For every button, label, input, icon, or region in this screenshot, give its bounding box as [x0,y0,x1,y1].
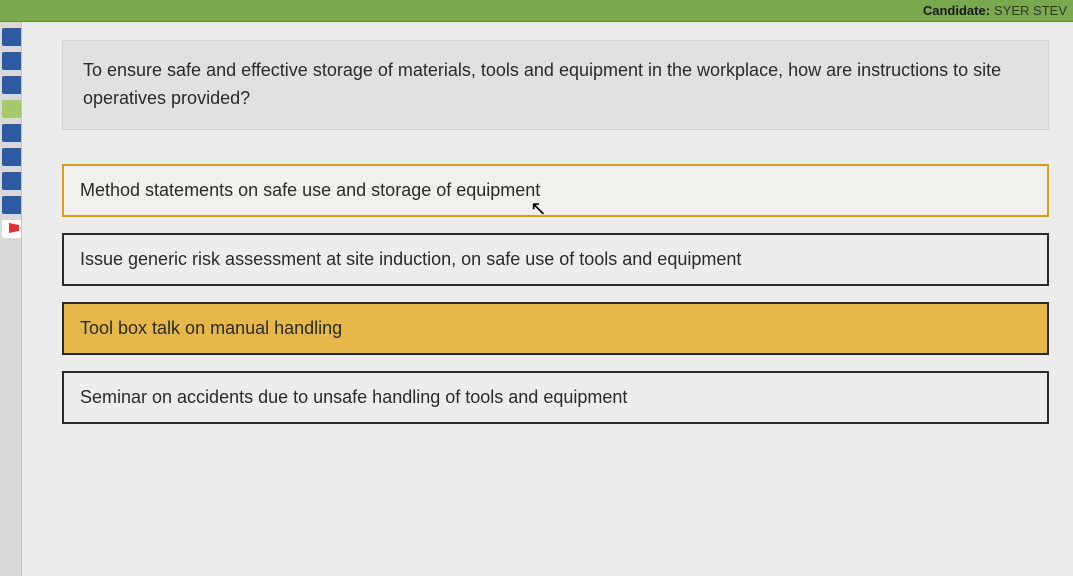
answer-list: Method statements on safe use and storag… [62,164,1049,424]
answer-option[interactable]: Method statements on safe use and storag… [62,164,1049,217]
question-nav-item[interactable] [2,100,21,118]
question-nav-item[interactable] [2,28,21,46]
candidate-name: SYER STEV [994,3,1067,18]
answer-option[interactable]: Issue generic risk assessment at site in… [62,233,1049,286]
question-text: To ensure safe and effective storage of … [62,40,1049,130]
question-nav-item[interactable] [2,196,21,214]
content-area: To ensure safe and effective storage of … [22,22,1073,576]
answer-option[interactable]: Tool box talk on manual handling [62,302,1049,355]
question-nav-item[interactable] [2,52,21,70]
answer-option[interactable]: Seminar on accidents due to unsafe handl… [62,371,1049,424]
main-row: To ensure safe and effective storage of … [0,22,1073,576]
candidate-label: Candidate: [923,3,990,18]
top-bar: Candidate: SYER STEV [0,0,1073,22]
flag-question-button[interactable] [2,220,21,238]
question-nav-item[interactable] [2,76,21,94]
question-nav-item[interactable] [2,148,21,166]
question-nav-item[interactable] [2,124,21,142]
question-nav-item[interactable] [2,172,21,190]
question-nav-sidebar [0,22,22,576]
